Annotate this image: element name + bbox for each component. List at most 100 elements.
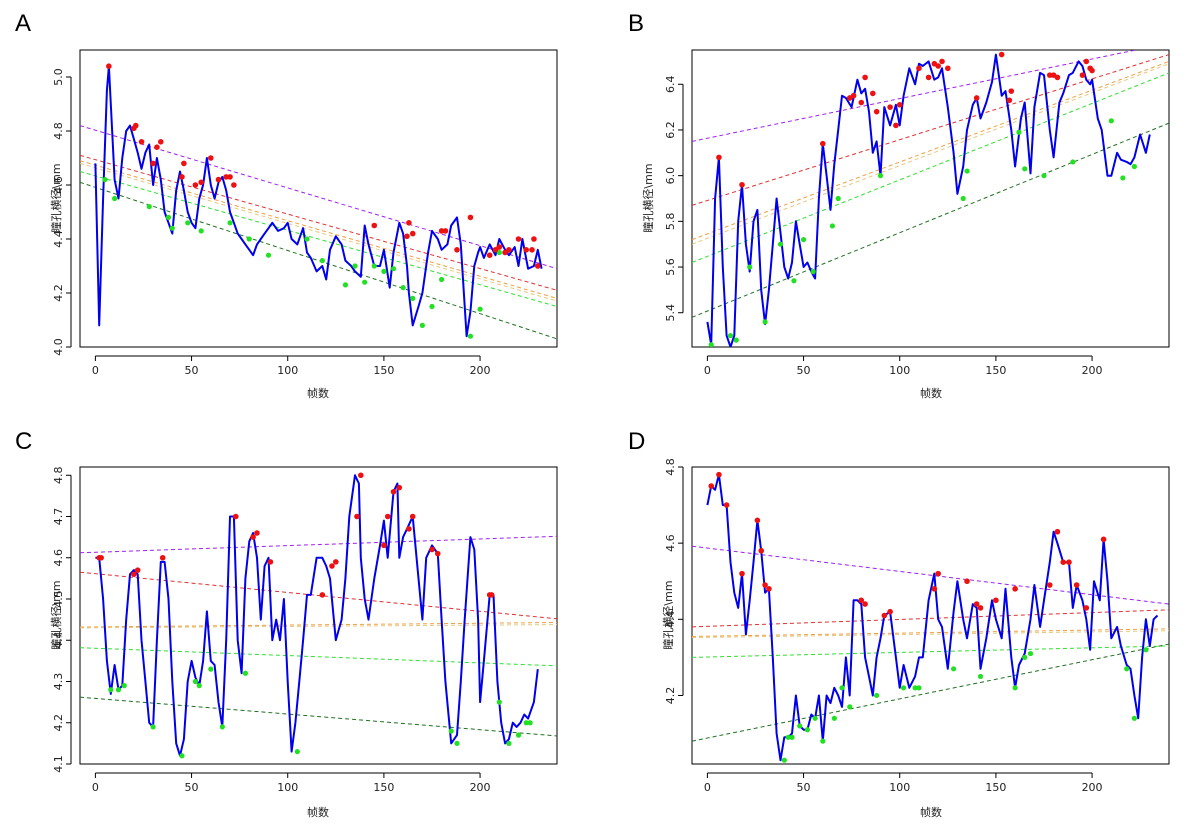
panel-b-trough-point [1131, 163, 1137, 170]
panel-b-peak-point [716, 154, 722, 161]
panel-b-x-tick-label: 150 [985, 364, 1006, 377]
panel-b-trough-point [810, 269, 816, 275]
panel-b-peak-point [893, 122, 899, 129]
panel-c-y-tick-label: 4.6 [52, 549, 65, 567]
panel-a-peak-point [515, 236, 522, 242]
panel-a-trough-point [246, 236, 252, 242]
panel-a-peak-point [192, 182, 199, 188]
panel-b-xlabel: 帧数 [920, 386, 942, 400]
panel-c-trough-point [523, 720, 529, 726]
panel-c-xlabel: 帧数 [307, 805, 329, 819]
panel-c-peak-point [409, 513, 416, 520]
panel-a-peak-point [138, 139, 145, 145]
panel-d-peak-point [708, 483, 715, 489]
panel-c-trough-point [515, 732, 522, 738]
panel-a-trough-point [265, 252, 272, 258]
panel-b-peak-point [1008, 88, 1015, 94]
panel-c-trough-point [496, 699, 502, 705]
panel-b-trough-point [960, 195, 966, 202]
panel-c-x-tick-label: 50 [185, 781, 199, 794]
panel-d-peak-point [1083, 605, 1090, 611]
panel-b-y-tick-label: 6.2 [664, 121, 677, 139]
panel-d-trend-line [692, 645, 1169, 658]
panel-a-trough-point [146, 204, 152, 210]
panel-b-plot-box [691, 49, 1170, 348]
panel-b-peak-point [873, 108, 880, 115]
panel-b-letter: B [628, 10, 644, 37]
panel-b-peak-point [819, 140, 826, 147]
panel-c-peak-point [354, 513, 360, 520]
panel-d-peak-point [1100, 536, 1107, 543]
panel-a-trough-point [342, 282, 349, 288]
panel-d-peak-point [716, 471, 722, 478]
panel-d-peak-point [881, 612, 888, 619]
panel-c-peak-point [434, 550, 441, 557]
panel-c-peak-point [250, 534, 256, 540]
panel-d-trough-point [820, 738, 826, 744]
panel-a-trough-point [319, 258, 325, 264]
panel-c-y-tick-label: 4.3 [52, 673, 65, 691]
panel-a-trough-point [362, 279, 368, 285]
panel-c-trough-point [242, 670, 249, 676]
panel-d-plot-area [692, 471, 1169, 763]
panel-a-letter: A [15, 10, 31, 37]
panel-a: A 帧数 瞳孔横径\mm 0 50 100 150 200 4.0 4.2 4.4 4.6 4.8… [15, 10, 558, 400]
panel-b-trough-point [1070, 159, 1076, 165]
panel-c-x-tick-label: 200 [470, 781, 491, 794]
panel-b-trough-point [727, 332, 734, 339]
panel-a-trend-line [80, 171, 557, 307]
panel-c-series-line [95, 474, 539, 757]
panel-a-peak-point [534, 263, 541, 269]
panel-c-trend-line [80, 535, 557, 554]
panel-c-trough-point [506, 740, 512, 746]
panel-b-peak-point [916, 65, 922, 72]
panel-b-y-tick-label: 5.6 [664, 258, 677, 276]
panel-a-peak-point [132, 122, 139, 129]
panel-d-y-tick-label: 4.8 [664, 458, 677, 476]
panel-b-x-tick-label: 200 [1082, 364, 1103, 377]
panel-a-peak-point [181, 160, 187, 167]
panel-a-peak-point [531, 236, 537, 242]
panel-b-peak-point [896, 102, 903, 108]
panel-d-trough-point [916, 685, 922, 691]
panel-d-peak-point [1012, 586, 1018, 592]
panel-c-peak-point [98, 554, 104, 561]
panel-c-trend-line [80, 696, 557, 737]
panel-d-trough-point [804, 727, 811, 733]
panel-a-peak-point [467, 214, 474, 221]
panel-d-trough-point [950, 666, 957, 672]
panel-b-peak-point [869, 90, 876, 97]
panel-b-peak-point [1079, 72, 1086, 78]
panel-a-y-tick-label: 5.0 [52, 68, 65, 86]
panel-c-trough-point [121, 683, 127, 689]
panel-c-peak-point [232, 513, 239, 520]
panel-c-peak-point [390, 488, 397, 495]
panel-b-peak-point [939, 58, 945, 65]
panel-a-peak-point [406, 220, 412, 226]
panel-b-peak-point [945, 65, 951, 72]
panel-a-peak-point [154, 144, 160, 150]
panel-a-trough-point [438, 276, 445, 283]
panel-c-trough-point [448, 728, 454, 734]
panel-a-x-tick-label: 150 [373, 364, 394, 377]
panel-d-trough-point [900, 685, 907, 691]
panel-a-xlabel: 帧数 [307, 386, 329, 400]
panel-d-peak-point [935, 570, 941, 577]
panel-b-trough-point [835, 195, 841, 202]
panel-d-y-tick-label: 4.4 [664, 611, 677, 629]
panel-c-peak-point [134, 567, 141, 573]
panel-c-trough-point [115, 687, 122, 693]
panel-a-trend-line [80, 125, 557, 270]
panel-b-peak-point [1006, 97, 1013, 104]
panel-a-peak-point [227, 174, 233, 180]
panel-c-y-tick-label: 4.1 [52, 755, 65, 773]
panel-d-trough-point [1012, 685, 1018, 691]
panel-c-plot-area [80, 472, 557, 759]
panel-a-y-tick-label: 4.8 [52, 122, 65, 140]
panel-c-peak-point [319, 592, 326, 598]
panel-d-peak-point [1046, 582, 1053, 588]
panel-b-y-tick-label: 6.0 [664, 167, 677, 185]
panel-a-plot-area [80, 63, 557, 340]
panel-a-trough-point [381, 268, 387, 274]
